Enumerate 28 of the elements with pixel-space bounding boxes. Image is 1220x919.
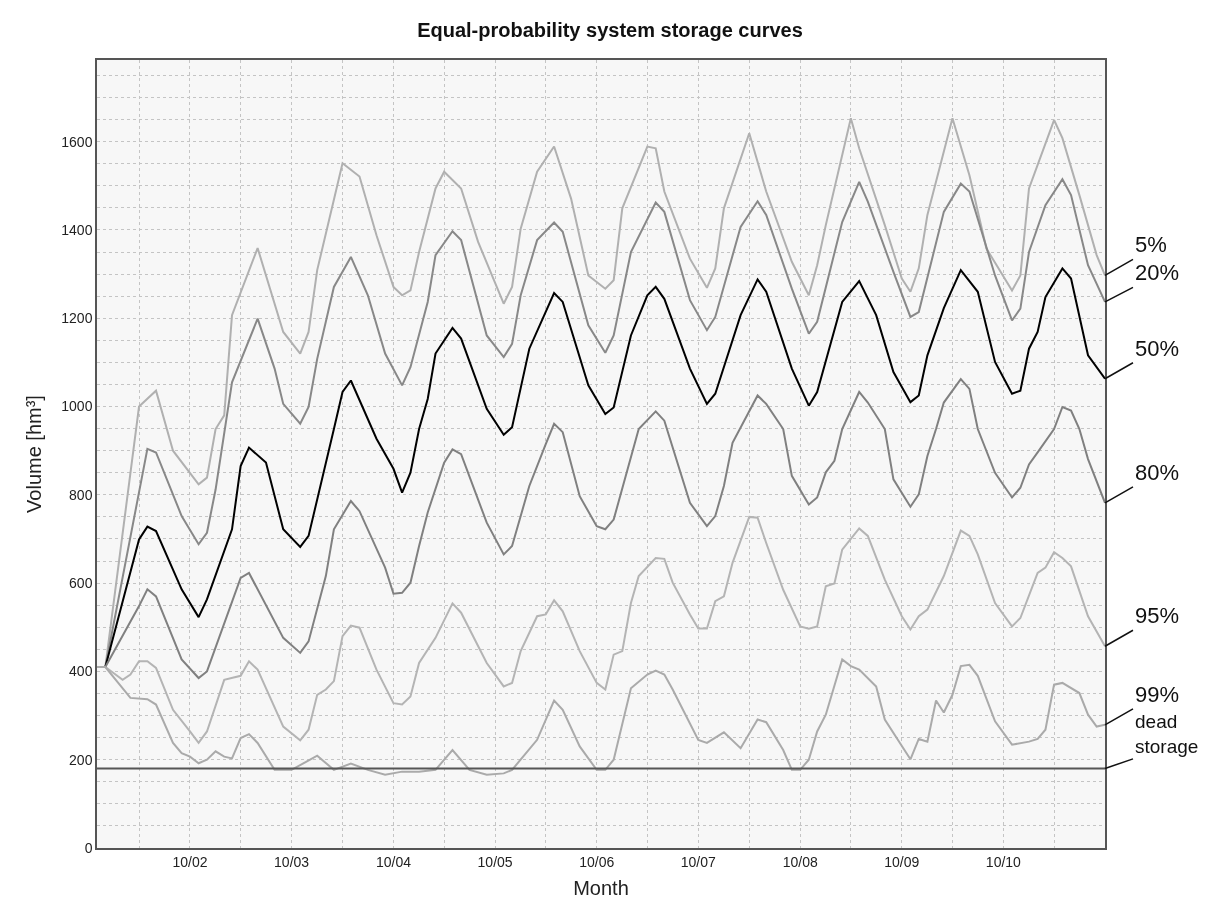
series-label: 95%: [1135, 603, 1180, 628]
x-tick-label: 10/06: [579, 853, 615, 870]
x-tick-label: 10/07: [680, 853, 717, 870]
y-tick-label: 800: [69, 486, 93, 503]
x-tick-label: 10/02: [172, 853, 208, 870]
y-tick-label: 1600: [61, 133, 93, 150]
x-tick-label: 10/05: [477, 853, 513, 870]
y-axis-title: Volume [hm³]: [23, 395, 46, 513]
y-tick-label: 0: [84, 839, 93, 856]
series-label: 80%: [1135, 460, 1180, 485]
y-tick-label: 600: [69, 575, 93, 592]
y-tick-label: 1200: [61, 310, 93, 327]
x-tick-label: 10/04: [375, 853, 412, 870]
y-tick-label: 1000: [61, 398, 93, 415]
series-label: 20%: [1135, 260, 1180, 285]
x-tick-label: 10/10: [985, 853, 1022, 870]
series-label: 99%: [1135, 682, 1180, 707]
x-tick-label: 10/08: [782, 853, 818, 870]
series-label: dead storage: [1135, 711, 1199, 757]
x-tick-label: 10/03: [274, 853, 310, 870]
x-tick-label: 10/09: [884, 853, 920, 870]
y-tick-label: 400: [69, 663, 93, 680]
chart-title: Equal-probability system storage curves: [417, 18, 803, 41]
y-tick-label: 1400: [61, 221, 93, 238]
x-axis-title: Month: [573, 876, 629, 899]
y-tick-label: 200: [69, 751, 93, 768]
series-label: 50%: [1135, 336, 1180, 361]
series-label: 5%: [1135, 232, 1167, 257]
